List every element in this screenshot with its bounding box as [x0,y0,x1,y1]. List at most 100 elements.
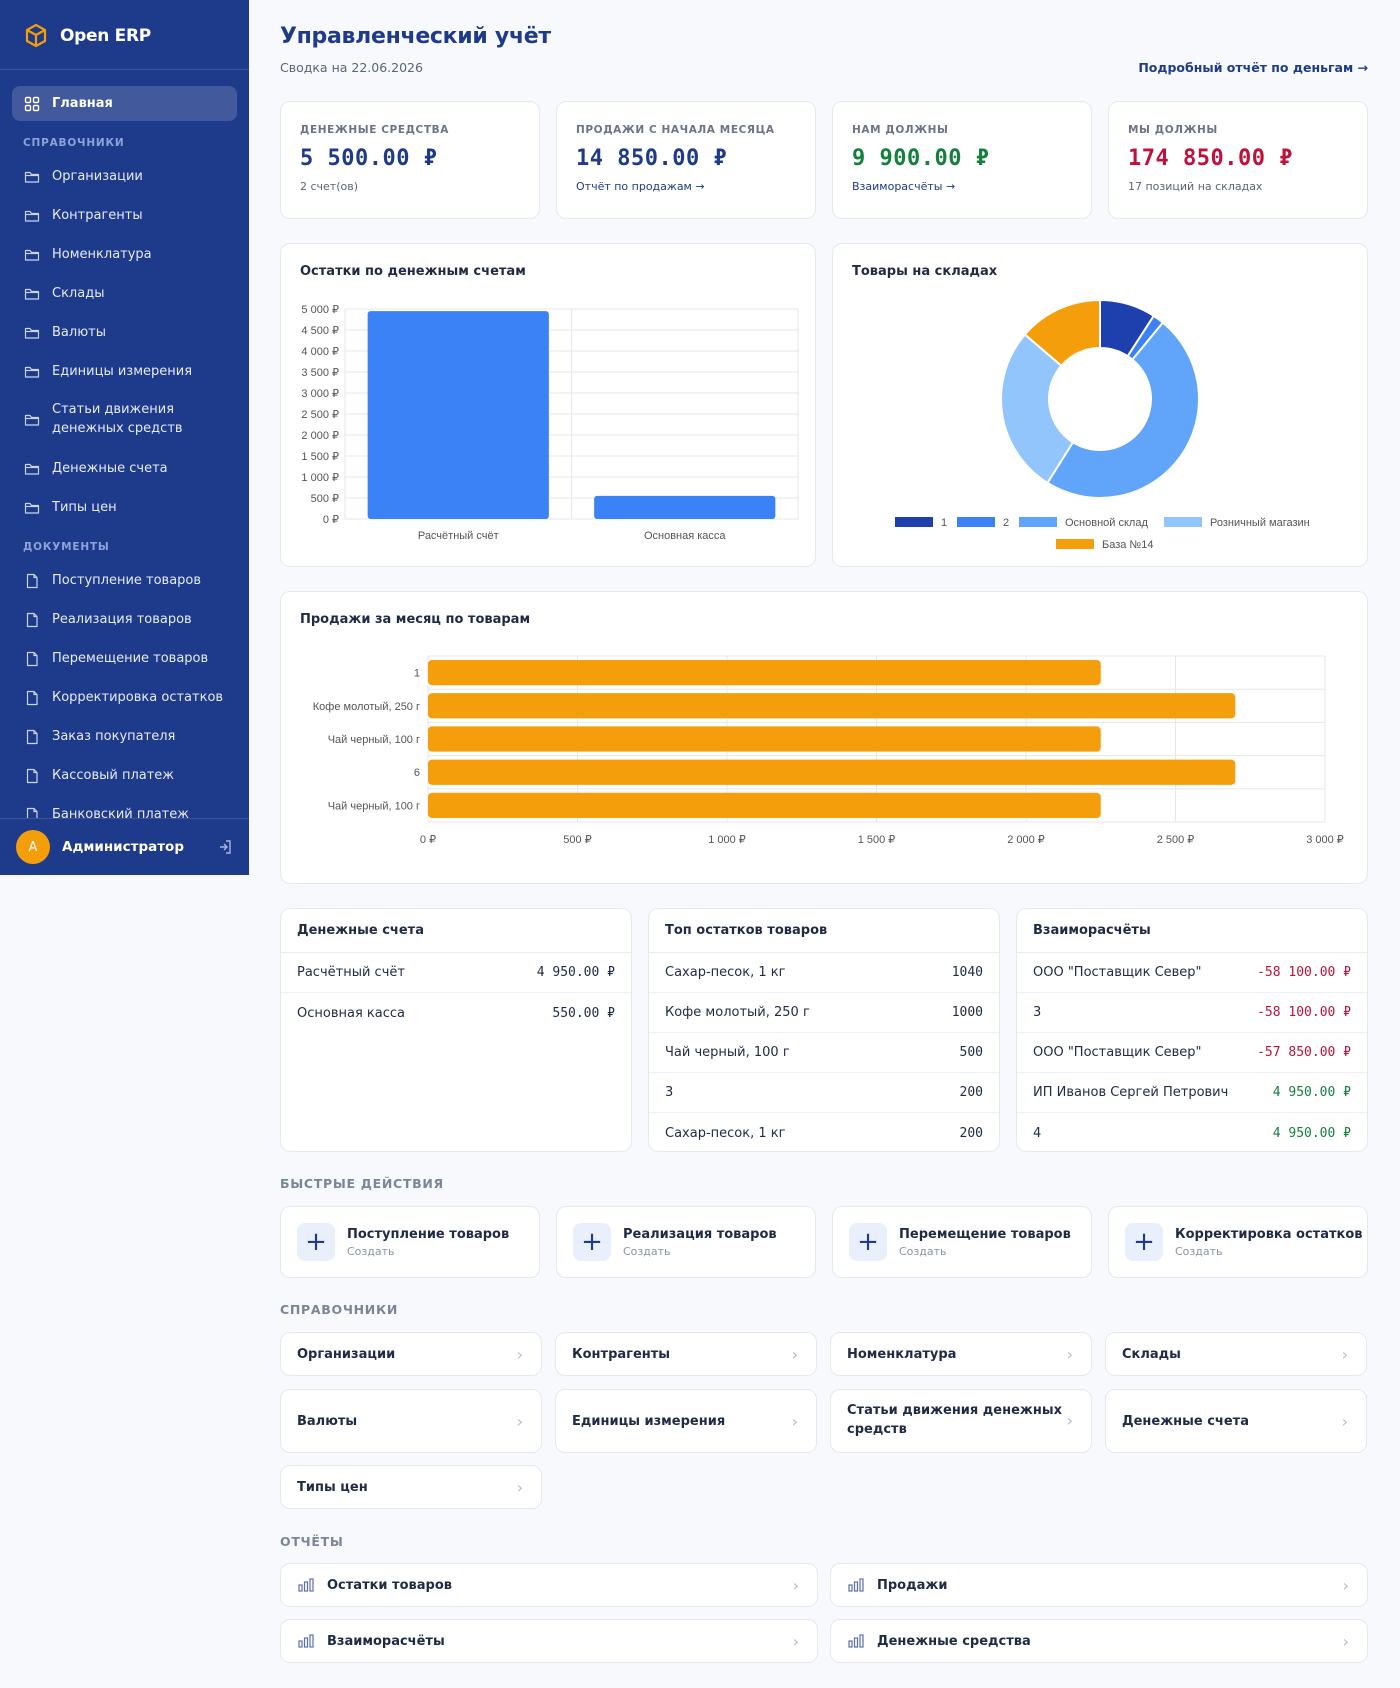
avatar[interactable]: А [16,830,50,864]
chevron-right-icon: › [791,1411,798,1431]
sidebar-item-ref[interactable]: Типы цен [12,488,237,527]
y-tick-label: Чай черный, 100 г [328,734,420,746]
quick-action-label: Реализация товаров [623,1226,777,1242]
sidebar-nav[interactable]: Главная СПРАВОЧНИКИ Организации Контраген… [0,86,249,818]
report-card[interactable]: Остатки товаров › [280,1563,818,1607]
sidebar-section-docs: ДОКУМЕНТЫ [23,541,110,553]
kpi-value: 14 850.00 ₽ [576,146,728,171]
sidebar-item-doc[interactable]: Корректировка остатков [12,678,237,717]
sidebar-item-doc[interactable]: Поступление товаров [12,561,237,600]
reference-card[interactable]: Контрагенты › [555,1332,817,1376]
chart-card-stock: Товары на складах 1 2 Основной склад Рознич… [832,243,1368,567]
sidebar-item-doc[interactable]: Перемещение товаров [12,639,237,678]
report-card[interactable]: Взаиморасчёты › [280,1619,818,1663]
reference-card[interactable]: Валюты › [280,1389,542,1453]
kpi-card: МЫ ДОЛЖНЫ 174 850.00 ₽ 17 позиций на склад… [1108,101,1368,219]
table-row[interactable]: Основная касса 550.00 ₽ [281,993,631,1033]
logout-icon[interactable] [217,839,233,855]
document-icon [26,690,38,705]
x-tick-label: 2 500 ₽ [1157,834,1195,846]
table-card: Денежные счета Расчётный счёт 4 950.00 ₽ Ос… [280,908,632,1152]
quick-action-card[interactable]: + Перемещение товаров Создать [832,1206,1092,1278]
row-value: 550.00 ₽ [552,1005,615,1021]
chevron-right-icon: › [1342,1575,1349,1595]
reference-card[interactable]: Статьи движения денежных средств › [830,1389,1092,1453]
y-tick-label: 1 500 ₽ [301,451,339,463]
kpi-label: НАМ ДОЛЖНЫ [852,124,949,136]
chevron-right-icon: › [516,1411,523,1431]
reference-card[interactable]: Склады › [1105,1332,1367,1376]
sidebar-item-doc[interactable]: Кассовый платеж [12,756,237,795]
table-row[interactable]: Сахар-песок, 1 кг 200 [649,1113,999,1153]
x-tick-label: 1 000 ₽ [708,834,746,846]
y-tick-label: 0 ₽ [323,514,339,526]
table-row[interactable]: 3 200 [649,1073,999,1113]
reference-card[interactable]: Организации › [280,1332,542,1376]
pie-slice[interactable] [1046,321,1200,499]
sidebar-item-ref[interactable]: Организации [12,157,237,196]
sidebar-item-ref[interactable]: Контрагенты [12,196,237,235]
document-icon [26,768,38,783]
money-report-link[interactable]: Подробный отчёт по деньгам → [1138,60,1368,75]
table-row[interactable]: ООО "Поставщик Север" -58 100.00 ₽ [1017,953,1367,993]
kpi-value: 174 850.00 ₽ [1128,146,1293,171]
sidebar-item-label: Денежные счета [52,461,168,476]
grid-icon [24,96,40,111]
table-row[interactable]: Расчётный счёт 4 950.00 ₽ [281,953,631,993]
chevron-right-icon: › [516,1344,523,1364]
table-row[interactable]: Кофе молотый, 250 г 1000 [649,993,999,1033]
sidebar-item-ref[interactable]: Валюты [12,313,237,352]
quick-action-card[interactable]: + Поступление товаров Создать [280,1206,540,1278]
sidebar-item-label: Контрагенты [52,208,143,223]
bar[interactable] [428,792,1101,819]
kpi-sub[interactable]: Отчёт по продажам → [576,180,705,193]
table-row[interactable]: ИП Иванов Сергей Петрович 4 950.00 ₽ [1017,1073,1367,1113]
sidebar-item-doc[interactable]: Реализация товаров [12,600,237,639]
chart-money: 0 ₽ 500 ₽ 1 000 ₽ 1 500 ₽ 2 000 ₽ 2 500 ₽ 3 00… [301,304,799,542]
table-row[interactable]: Сахар-песок, 1 кг 1040 [649,953,999,993]
kpi-sub[interactable]: Взаиморасчёты → [852,180,956,193]
chart-stock: 1 2 Основной склад Розничный магазин База №1… [895,298,1310,551]
bar[interactable] [367,311,549,519]
app-logo[interactable]: Open ERP [24,20,151,52]
bar[interactable] [428,759,1236,785]
bar[interactable] [594,495,776,519]
sidebar-item-ref[interactable]: Единицы измерения [12,352,237,391]
table-row[interactable]: Чай черный, 100 г 500 [649,1033,999,1073]
bar[interactable] [428,693,1236,719]
sidebar-item-doc[interactable]: Банковский платеж [12,795,237,818]
report-card[interactable]: Денежные средства › [830,1619,1368,1663]
sidebar-item-ref[interactable]: Номенклатура [12,235,237,274]
reference-card[interactable]: Денежные счета › [1105,1389,1367,1453]
quick-action-card[interactable]: + Реализация товаров Создать [556,1206,816,1278]
page-title: Управленческий учёт [280,24,551,49]
quick-action-sub: Создать [1175,1244,1223,1258]
reference-card[interactable]: Единицы измерения › [555,1389,817,1453]
bar[interactable] [428,659,1101,686]
pie-slice[interactable] [1000,333,1075,485]
sidebar-item-doc[interactable]: Заказ покупателя [12,717,237,756]
sidebar-item-label: Типы цен [52,500,117,515]
row-name: Сахар-песок, 1 кг [665,1125,786,1141]
row-name: Кофе молотый, 250 г [665,1005,810,1020]
sidebar-item-label: Поступление товаров [52,573,202,588]
sidebar: Open ERP Главная СПРАВОЧНИКИ Организации… [0,0,249,875]
reference-card[interactable]: Типы цен › [280,1465,542,1509]
folder-icon [24,366,40,378]
pie-slice[interactable] [1023,298,1101,368]
sidebar-item-home[interactable]: Главная [12,86,237,121]
document-icon [26,612,38,627]
table-row[interactable]: ООО "Поставщик Север" -57 850.00 ₽ [1017,1033,1367,1073]
table-row[interactable]: 4 4 950.00 ₽ [1017,1113,1367,1153]
reference-card[interactable]: Номенклатура › [830,1332,1092,1376]
report-card[interactable]: Продажи › [830,1563,1368,1607]
quick-action-card[interactable]: + Корректировка остатков Создать [1108,1206,1368,1278]
bar[interactable] [428,726,1101,752]
table-row[interactable]: 3 -58 100.00 ₽ [1017,993,1367,1033]
y-tick-label: 2 500 ₽ [301,409,339,421]
sidebar-item-ref[interactable]: Статьи движения денежных средств [12,391,237,449]
reference-label: Денежные счета [1122,1413,1249,1429]
sidebar-item-ref[interactable]: Склады [12,274,237,313]
sidebar-item-ref[interactable]: Денежные счета [12,449,237,488]
chart-sales: 0 ₽ 500 ₽ 1 000 ₽ 1 500 ₽ 2 000 ₽ 2 500 ₽ 3 00… [313,655,1344,846]
